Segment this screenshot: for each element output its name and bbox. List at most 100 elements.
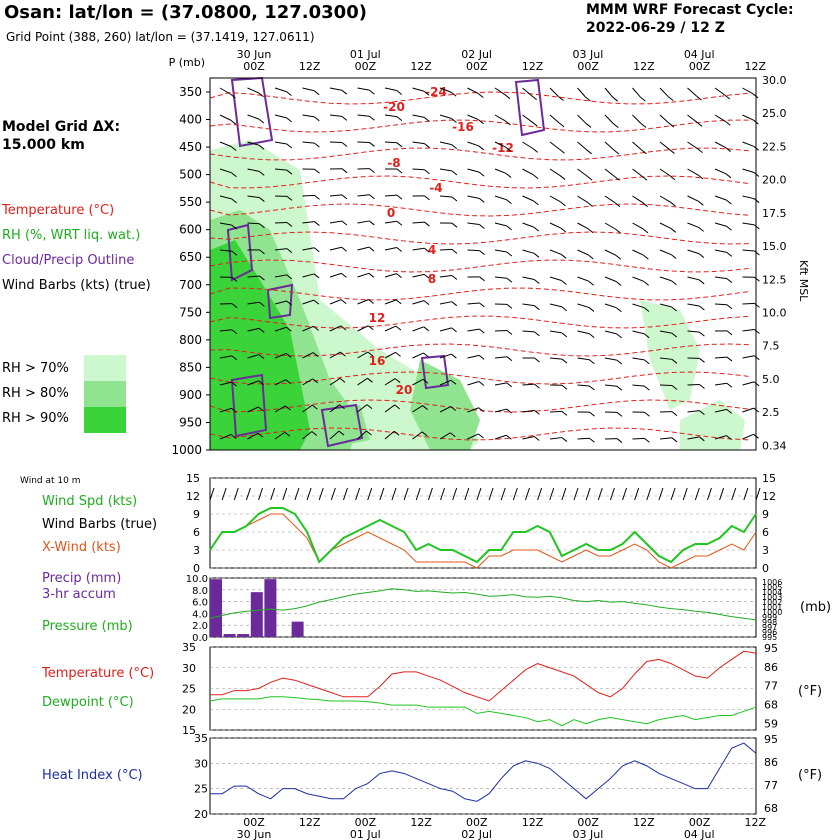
temperature-contour-label-5: -4 (429, 181, 442, 195)
wind-barb-flag (671, 358, 678, 364)
wind-barb (412, 326, 424, 332)
pressure-ytick-label: 999 (762, 613, 777, 622)
wind-barb (604, 114, 614, 124)
bottom-hour-label: 00Z (243, 816, 265, 829)
wind-barb (219, 87, 231, 95)
wind-barb-flag (643, 307, 650, 312)
precip-ytick-label: 2.0 (192, 621, 208, 632)
wind-barb-flag (589, 411, 595, 417)
wind-barb (274, 87, 287, 93)
heat-fahrenheit-unit: (°F) (798, 768, 823, 783)
wind-barb-flag (642, 202, 648, 207)
temperature-contour-label-9: 12 (369, 311, 386, 325)
wind-barb-flag (286, 222, 293, 227)
wind-barb (577, 87, 586, 98)
wind-barb-flag (451, 327, 457, 333)
wind-barb (632, 114, 642, 124)
wind-barb-flag (506, 434, 512, 440)
pressure-tick-label: 650 (179, 250, 202, 264)
bottom-day-label: 02 Jul (461, 828, 492, 840)
wind-barb-flag (368, 299, 374, 304)
wind-barb-flag (616, 438, 623, 443)
wind-barb (329, 141, 343, 144)
wind-barb (302, 325, 314, 332)
wind-barb-flag (367, 351, 374, 357)
wind-barb-flag (286, 248, 293, 254)
wind-barb-flag (312, 378, 319, 384)
rh-shading-4 (640, 300, 700, 410)
wind-barb-flag (479, 328, 485, 334)
wind-barb (549, 437, 562, 440)
wind-barb-flag (532, 147, 538, 153)
wind-barb-flag (506, 277, 513, 283)
wind-barb-flag (313, 273, 320, 279)
heat-ytick-label: 30 (194, 757, 208, 770)
page-title: Osan: lat/lon = (37.0800, 127.0300) (4, 2, 367, 23)
wind-barb-flag (231, 329, 238, 335)
heat-f-tick-label: 95 (764, 733, 778, 746)
pressure-ytick-label: 1000 (762, 608, 782, 617)
wind-barb (659, 222, 671, 229)
wind-barb (439, 327, 452, 332)
pressure-tick-label: 800 (179, 333, 202, 347)
bottom-day-label: 30 Jun (237, 828, 272, 840)
wind-barb (632, 195, 643, 203)
wind-barb (549, 222, 562, 229)
wind-ytick-right-label: 0 (762, 562, 769, 575)
wind-barb (632, 437, 645, 440)
wind-barb-flag (312, 352, 319, 357)
wind-barb-flag (589, 385, 595, 391)
legend-rh80-label: RH > 80% (2, 386, 69, 401)
wind-barb-flag (505, 120, 511, 126)
pressure-axis-title: P (mb) (169, 56, 205, 69)
pressure-label: Pressure (mb) (42, 619, 133, 634)
wind-barb-flag (258, 328, 265, 333)
wind-barb (329, 430, 340, 440)
wind-barb (219, 407, 232, 413)
wind-barb-flag (396, 116, 403, 122)
wind-barb-flag (669, 149, 675, 154)
wind-barb (632, 384, 645, 387)
wind-barb (659, 303, 672, 308)
wind-barb (522, 436, 535, 440)
surface-wind-barb (245, 487, 251, 501)
wind-ytick-label: 0 (193, 562, 200, 575)
wind-barb (412, 405, 423, 413)
wind-barb (604, 222, 616, 230)
bottom-hour-label: 12Z (522, 816, 544, 829)
wind-barb-flag (340, 299, 347, 305)
wind-barb (522, 195, 534, 202)
wind-barb-flag (368, 272, 375, 278)
wind-barb (494, 382, 507, 386)
wind-barb (412, 141, 425, 145)
wind-barb-flag (341, 246, 347, 252)
wind-barb-flag (561, 306, 567, 312)
wind-barb (274, 326, 287, 332)
wind-barb (549, 87, 559, 97)
wind-barb-flag (644, 385, 650, 391)
wind-barb-flag (341, 168, 348, 174)
wind-barb-flag (451, 118, 457, 123)
wind-barb (439, 379, 452, 386)
wind-barb (549, 330, 562, 334)
wind-barb-flag (259, 197, 265, 202)
heat-panel-frame (209, 737, 757, 815)
wind-barb (522, 383, 535, 386)
precip-label: Precip (mm) (42, 571, 122, 586)
wind-barb-flag (505, 146, 512, 152)
wind-barb-flag (341, 194, 348, 200)
precip-ytick-label: 8.0 (192, 586, 208, 597)
wind-barb-flag (533, 279, 540, 284)
wind-barb-flag (313, 247, 320, 253)
wind-barb-flag (614, 202, 621, 208)
wind-barb (329, 194, 342, 197)
surface-wind-barb (634, 487, 640, 501)
wind-barb (412, 352, 424, 359)
height-tick-label: 17.5 (762, 207, 787, 220)
wind-barb (467, 302, 480, 305)
precip-ytick-label: 4.0 (192, 609, 208, 620)
wind-barb (577, 114, 587, 124)
temp-f-tick-label: 86 (764, 661, 778, 674)
temperature-contour-12 (209, 427, 751, 441)
wind-barb-flag (230, 146, 237, 151)
